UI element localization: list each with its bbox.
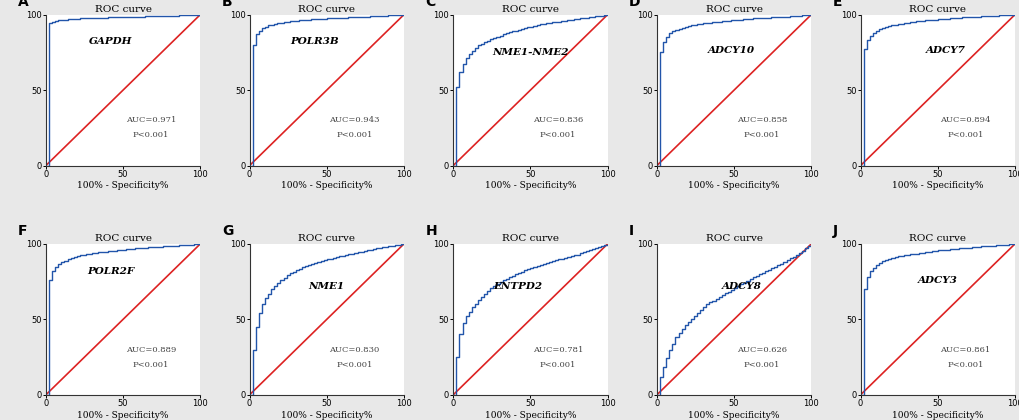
Title: ROC curve: ROC curve [298, 234, 355, 243]
X-axis label: 100% - Specificity%: 100% - Specificity% [484, 181, 576, 191]
Text: D: D [629, 0, 640, 9]
Text: GAPDH: GAPDH [89, 37, 132, 46]
Text: P<0.001: P<0.001 [743, 131, 780, 139]
Text: P<0.001: P<0.001 [132, 361, 169, 369]
Text: P<0.001: P<0.001 [947, 131, 982, 139]
Text: J: J [832, 224, 838, 239]
Title: ROC curve: ROC curve [298, 5, 355, 14]
Text: P<0.001: P<0.001 [132, 131, 169, 139]
X-axis label: 100% - Specificity%: 100% - Specificity% [892, 411, 982, 420]
Text: ADCY10: ADCY10 [707, 46, 754, 55]
Text: A: A [18, 0, 29, 9]
Title: ROC curve: ROC curve [705, 5, 762, 14]
Text: P<0.001: P<0.001 [947, 361, 982, 369]
Text: P<0.001: P<0.001 [539, 131, 576, 139]
Text: P<0.001: P<0.001 [336, 131, 372, 139]
Text: ADCY3: ADCY3 [917, 276, 957, 285]
X-axis label: 100% - Specificity%: 100% - Specificity% [892, 181, 982, 191]
Text: AUC=0.894: AUC=0.894 [940, 116, 989, 124]
Text: C: C [425, 0, 435, 9]
Text: E: E [832, 0, 842, 9]
Title: ROC curve: ROC curve [95, 234, 152, 243]
X-axis label: 100% - Specificity%: 100% - Specificity% [280, 411, 372, 420]
Text: ADCY7: ADCY7 [924, 46, 964, 55]
Text: AUC=0.781: AUC=0.781 [533, 346, 583, 354]
Text: AUC=0.889: AUC=0.889 [125, 346, 176, 354]
X-axis label: 100% - Specificity%: 100% - Specificity% [688, 181, 780, 191]
X-axis label: 100% - Specificity%: 100% - Specificity% [484, 411, 576, 420]
Text: H: H [425, 224, 437, 239]
X-axis label: 100% - Specificity%: 100% - Specificity% [77, 181, 168, 191]
Text: AUC=0.943: AUC=0.943 [329, 116, 379, 124]
Text: P<0.001: P<0.001 [539, 361, 576, 369]
X-axis label: 100% - Specificity%: 100% - Specificity% [77, 411, 168, 420]
Text: G: G [221, 224, 233, 239]
Text: AUC=0.626: AUC=0.626 [736, 346, 786, 354]
Text: AUC=0.836: AUC=0.836 [533, 116, 583, 124]
Text: B: B [221, 0, 232, 9]
X-axis label: 100% - Specificity%: 100% - Specificity% [688, 411, 780, 420]
Text: NME1: NME1 [309, 282, 344, 291]
Title: ROC curve: ROC curve [501, 234, 558, 243]
Title: ROC curve: ROC curve [501, 5, 558, 14]
X-axis label: 100% - Specificity%: 100% - Specificity% [280, 181, 372, 191]
Text: AUC=0.861: AUC=0.861 [940, 346, 989, 354]
Text: F: F [18, 224, 28, 239]
Text: P<0.001: P<0.001 [336, 361, 372, 369]
Title: ROC curve: ROC curve [705, 234, 762, 243]
Text: POLR3B: POLR3B [289, 37, 338, 46]
Title: ROC curve: ROC curve [908, 5, 965, 14]
Text: AUC=0.971: AUC=0.971 [125, 116, 176, 124]
Text: ADCY8: ADCY8 [721, 282, 761, 291]
Text: AUC=0.858: AUC=0.858 [736, 116, 787, 124]
Title: ROC curve: ROC curve [95, 5, 152, 14]
Title: ROC curve: ROC curve [908, 234, 965, 243]
Text: AUC=0.830: AUC=0.830 [329, 346, 379, 354]
Text: NME1-NME2: NME1-NME2 [491, 48, 569, 57]
Text: ENTPD2: ENTPD2 [493, 282, 542, 291]
Text: I: I [629, 224, 634, 239]
Text: POLR2F: POLR2F [87, 267, 135, 276]
Text: P<0.001: P<0.001 [743, 361, 780, 369]
